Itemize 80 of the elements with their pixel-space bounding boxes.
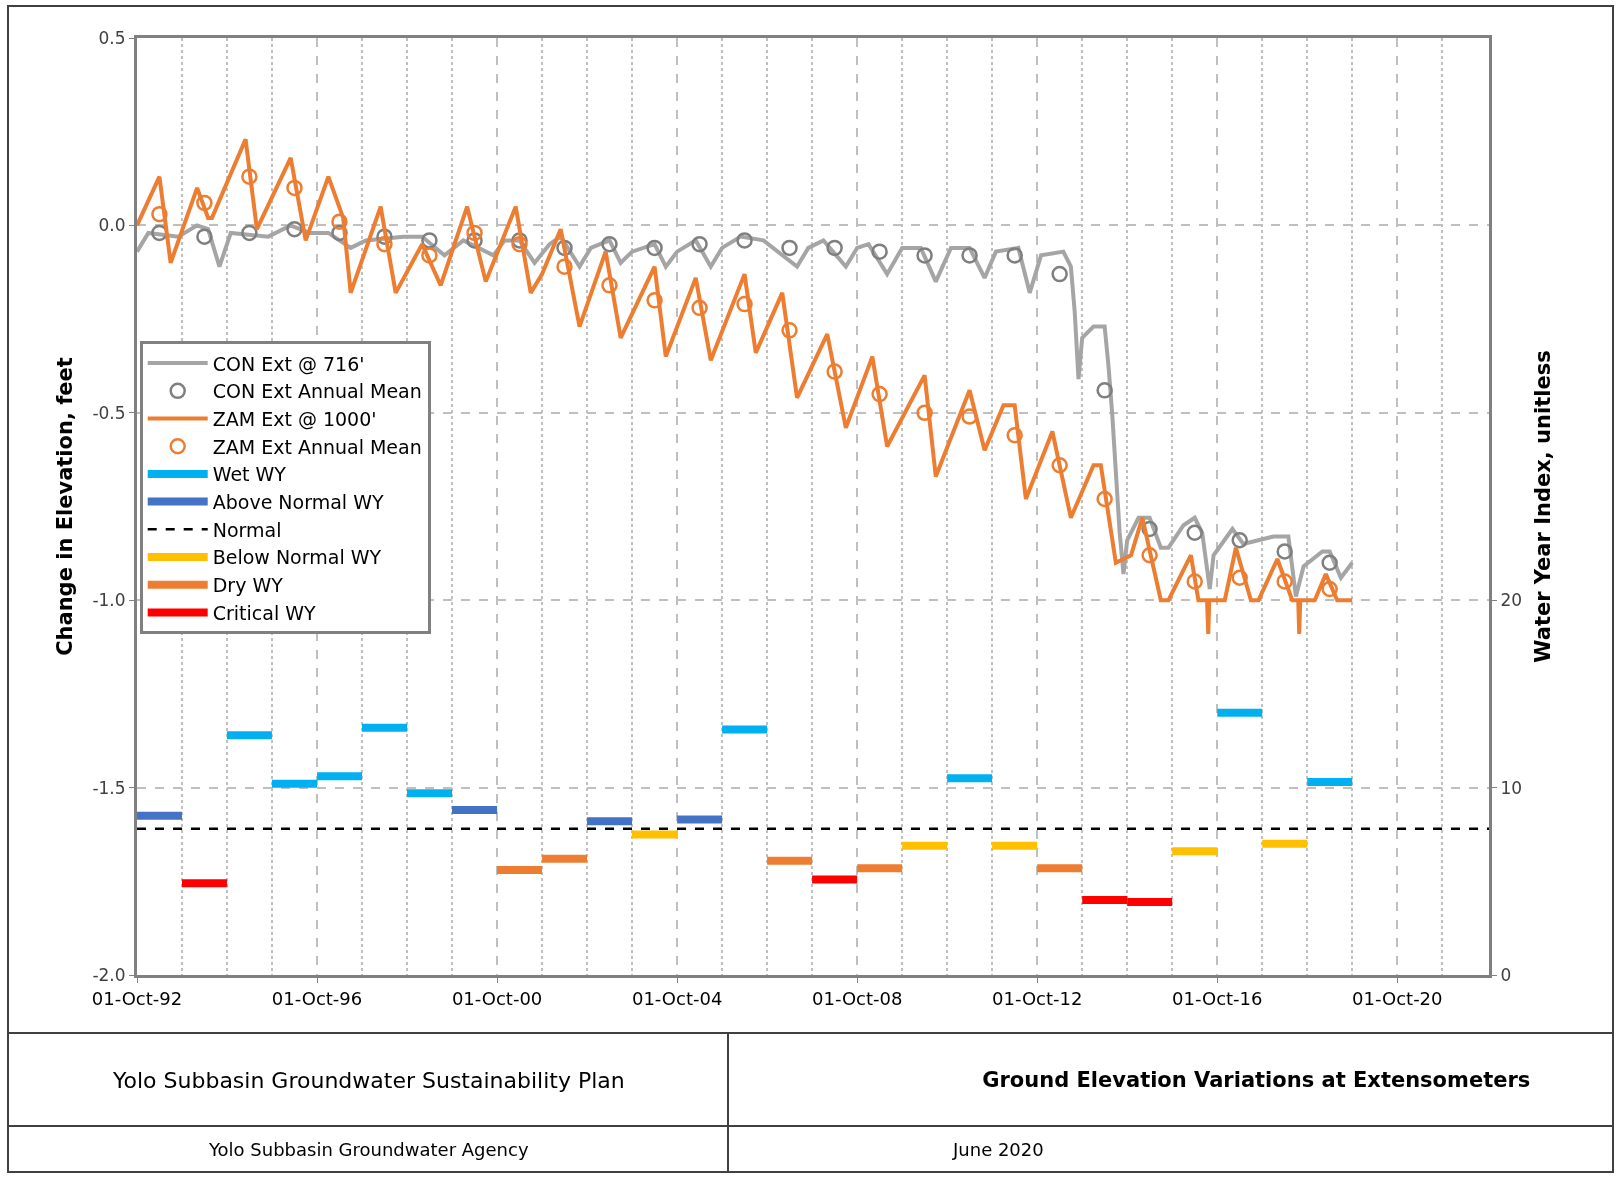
point [916, 247, 933, 264]
legend-label: Critical WY [212, 601, 316, 624]
point [286, 220, 303, 238]
point [1186, 524, 1203, 541]
point [826, 363, 843, 380]
y2-tick-label: 10 [1500, 777, 1523, 798]
point [376, 235, 393, 253]
point [1141, 546, 1158, 564]
x-tick-label: 01-Oct-16 [1172, 987, 1263, 1009]
point [691, 235, 708, 253]
y-tick-label: -2.0 [92, 964, 126, 985]
point [241, 168, 258, 185]
point [1276, 573, 1293, 590]
text: Yolo Subbasin Groundwater Sustainability Plan [112, 1068, 625, 1093]
point [601, 235, 618, 253]
point [826, 239, 843, 257]
y2-tick-label: 20 [1500, 590, 1523, 611]
point [601, 277, 618, 294]
point [511, 235, 528, 253]
x-tick-label: 01-Oct-20 [1352, 987, 1443, 1009]
point [1231, 569, 1248, 586]
point [1276, 543, 1293, 560]
point [1006, 427, 1023, 444]
y2-axis-title: Water Year Index, unitless [1531, 350, 1556, 663]
point [466, 224, 483, 242]
point [1096, 382, 1113, 399]
point [736, 232, 753, 249]
legend-label: ZAM Ext Annual Mean [212, 435, 422, 458]
y-tick-label: -1.0 [92, 590, 126, 611]
x-tick-label: 01-Oct-96 [271, 987, 363, 1009]
point [646, 239, 663, 257]
y-tick-label: 0.5 [98, 27, 126, 48]
point [1051, 457, 1068, 474]
legend-label: Dry WY [212, 574, 284, 597]
point [331, 213, 348, 230]
legend-label: Wet WY [212, 463, 287, 486]
point [286, 179, 303, 197]
x-tick-label: 01-Oct-12 [992, 987, 1083, 1009]
y2-tick-label: 0 [1500, 964, 1512, 985]
point [196, 228, 213, 245]
line-series [137, 137, 1355, 636]
point [421, 247, 438, 264]
legend-label: Above Normal WY [212, 491, 384, 514]
point [1006, 247, 1023, 264]
point [781, 322, 798, 339]
legend-label: Normal [212, 518, 282, 541]
point [736, 295, 753, 313]
x-tick-label: 01-Oct-00 [451, 987, 543, 1009]
point [1051, 265, 1068, 283]
point [646, 292, 663, 309]
point [961, 247, 978, 264]
y-tick-label: -1.5 [92, 777, 126, 798]
x-tick-label: 01-Oct-04 [631, 987, 723, 1009]
point [241, 224, 258, 242]
point [1321, 580, 1338, 598]
point [691, 299, 708, 317]
text: June 2020 [952, 1139, 1044, 1160]
point [1321, 554, 1338, 571]
point [1186, 573, 1203, 590]
legend-label: Below Normal WY [212, 546, 382, 569]
y-axis-title: Change in Elevation, feet [52, 357, 77, 656]
point [151, 205, 168, 223]
point [871, 385, 888, 403]
text: Ground Elevation Variations at Extensometers [982, 1068, 1531, 1093]
point [961, 408, 978, 425]
legend-label: ZAM Ext @ 1000' [212, 407, 377, 430]
legend-label: CON Ext @ 716' [212, 352, 365, 375]
text: Yolo Subbasin Groundwater Agency [208, 1139, 529, 1160]
point [916, 404, 933, 422]
point [781, 239, 798, 257]
point [1231, 531, 1248, 549]
point [871, 243, 888, 260]
x-tick-label: 01-Oct-08 [811, 987, 903, 1009]
point [556, 258, 573, 275]
legend-label: CON Ext Annual Mean [212, 380, 422, 403]
point [1096, 490, 1113, 508]
point [196, 194, 213, 212]
x-tick-label: 01-Oct-92 [91, 987, 183, 1009]
y-tick-label: -0.5 [92, 402, 126, 423]
y-tick-label: 0.0 [98, 215, 126, 236]
